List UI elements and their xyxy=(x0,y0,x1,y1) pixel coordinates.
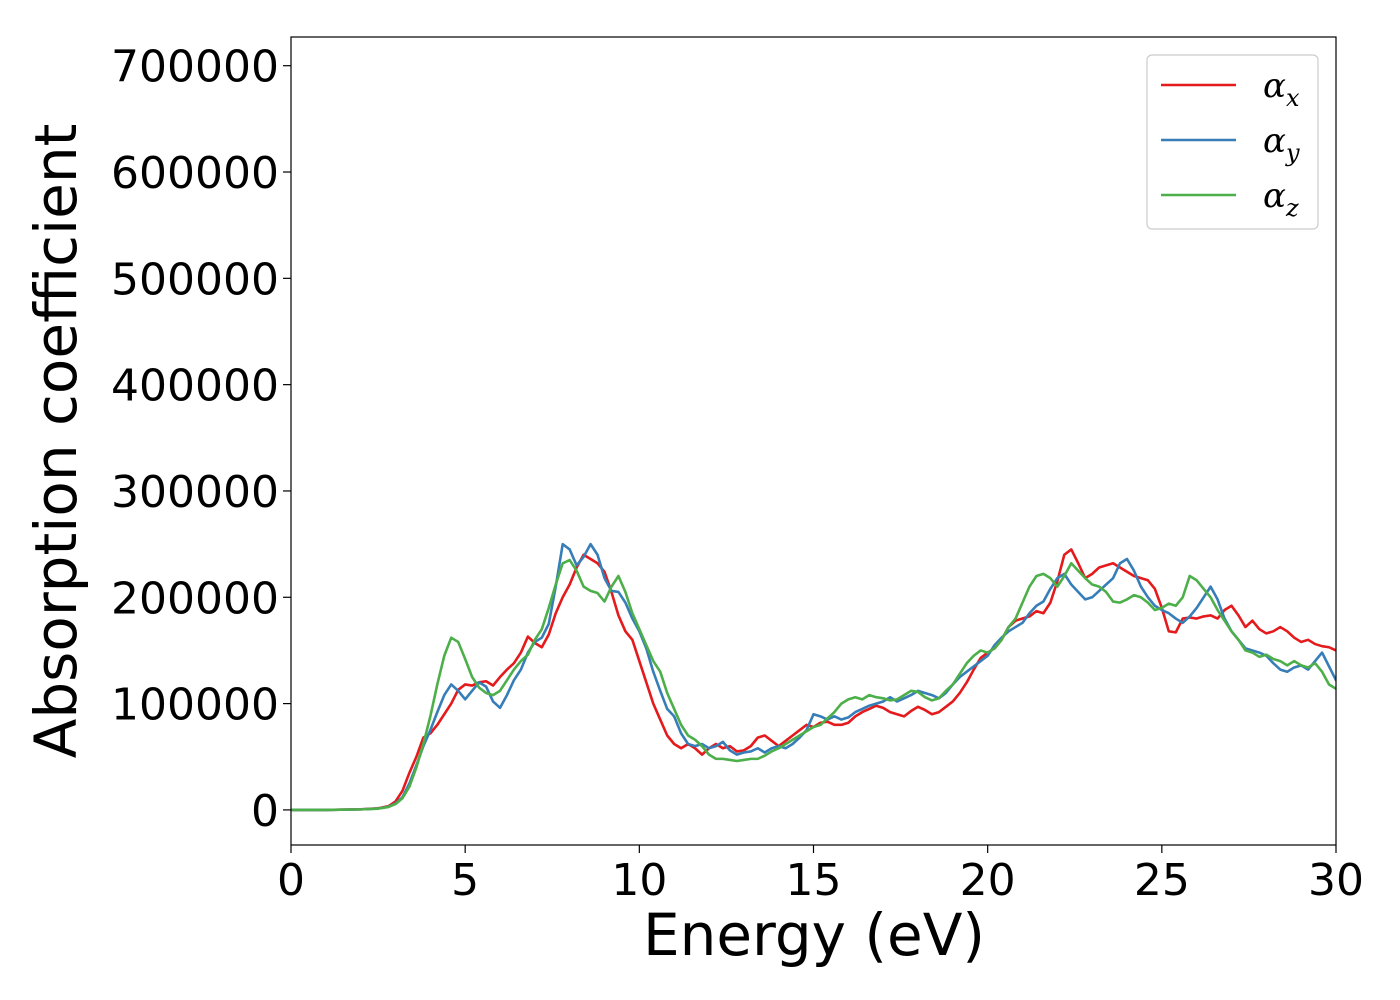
x-tick-label: 20 xyxy=(960,855,1016,906)
x-tick-label: 5 xyxy=(451,855,479,906)
y-ticks: 0 100000 200000 300000 400000 500000 600000 700… xyxy=(111,42,291,837)
x-tick-label: 15 xyxy=(786,855,842,906)
y-axis-label: Absorption coefficient xyxy=(22,124,90,759)
legend: αx αy αz xyxy=(1146,54,1319,230)
y-tick-label: 400000 xyxy=(111,361,279,412)
y-tick-label: 0 xyxy=(251,786,279,837)
legend-label-z: αz xyxy=(1263,176,1299,222)
series-line-z xyxy=(291,558,1336,812)
series-layer xyxy=(291,542,1336,812)
legend-box xyxy=(1146,54,1319,230)
series-line-x xyxy=(291,548,1336,812)
y-tick-label: 600000 xyxy=(111,148,279,199)
x-tick-label: 25 xyxy=(1134,855,1190,906)
legend-label-x: αx xyxy=(1263,66,1300,112)
y-tick-label: 700000 xyxy=(111,42,279,93)
x-axis-label: Energy (eV) xyxy=(643,901,985,969)
legend-label-y: αy xyxy=(1263,121,1300,167)
y-tick-label: 100000 xyxy=(111,680,279,731)
y-tick-label: 200000 xyxy=(111,573,279,624)
x-tick-label: 30 xyxy=(1308,855,1364,906)
y-tick-label: 300000 xyxy=(111,467,279,518)
x-ticks: 0 5 10 15 20 25 30 xyxy=(277,845,1364,906)
x-tick-label: 10 xyxy=(611,855,667,906)
x-tick-label: 0 xyxy=(277,855,305,906)
y-tick-label: 500000 xyxy=(111,254,279,305)
series-line-y xyxy=(291,542,1336,812)
